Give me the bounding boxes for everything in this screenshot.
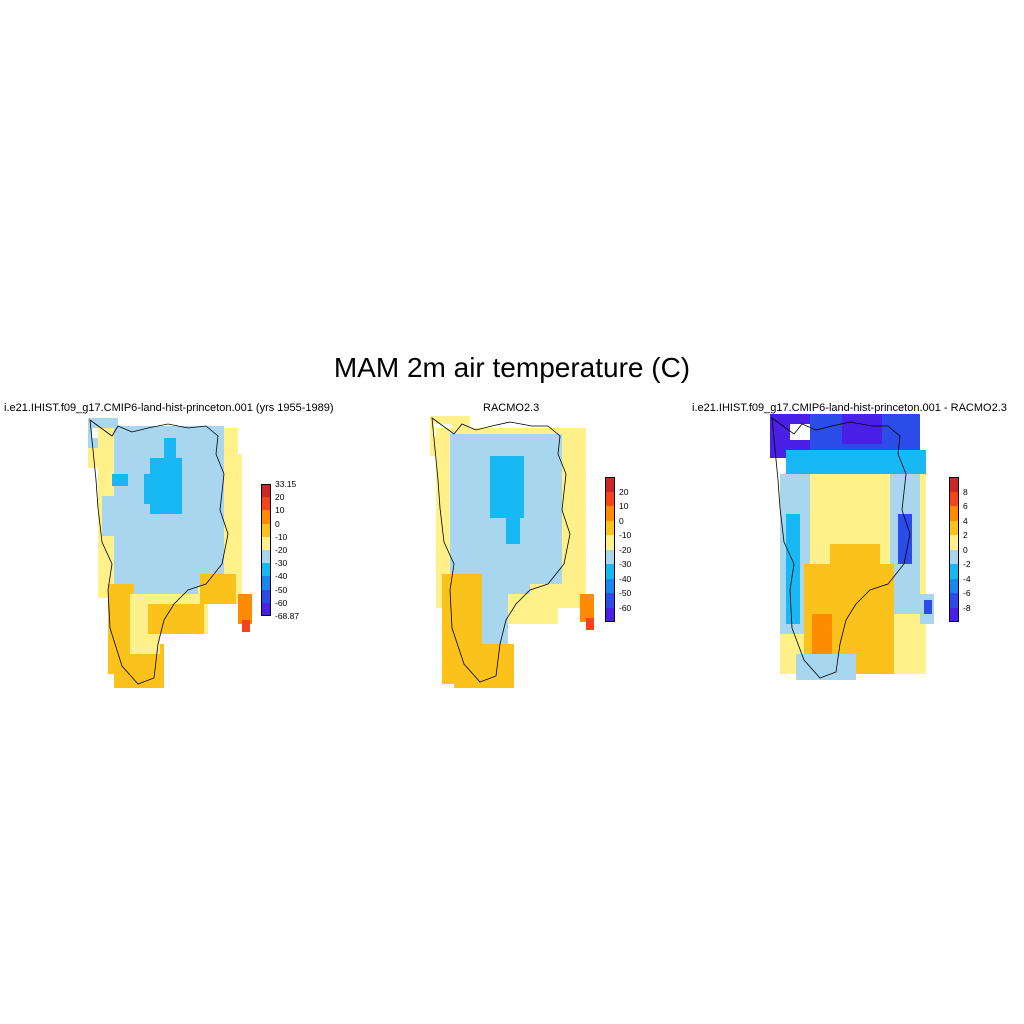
figure-title: MAM 2m air temperature (C) bbox=[333, 352, 691, 383]
colorbar-swatch bbox=[261, 602, 271, 616]
coastline bbox=[89, 419, 229, 685]
colorbar-tick-label: -10 bbox=[619, 530, 632, 540]
coastline bbox=[431, 417, 571, 683]
colorbar-swatch bbox=[605, 520, 615, 535]
panel-title-model: i.e21.IHIST.f09_g17.CMIP6-land-hist-prin… bbox=[4, 402, 334, 414]
colorbar-tick-label: -60 bbox=[619, 602, 632, 613]
colorbar-tick-label: -30 bbox=[619, 559, 632, 569]
colorbar-swatch bbox=[605, 549, 615, 564]
colorbar-racmo: -60 -50 -40 -30 -20 -10 0 10 20 bbox=[605, 477, 631, 622]
colorbar-tick-label: 6 bbox=[963, 501, 968, 511]
colorbar-swatch bbox=[949, 477, 959, 492]
colorbar-swatch bbox=[949, 520, 959, 535]
colorbar-swatch bbox=[605, 593, 615, 608]
colorbar-tick-label: 4 bbox=[963, 515, 968, 526]
colorbar-tick-label: 0 bbox=[619, 515, 624, 526]
greenland-map-model bbox=[88, 418, 252, 688]
colorbar-swatch bbox=[261, 523, 271, 537]
colorbar-swatch bbox=[949, 607, 959, 622]
colorbar-tick-label: 10 bbox=[619, 501, 629, 511]
panel-title-racmo: RACMO2.3 bbox=[483, 402, 540, 414]
colorbar-swatch bbox=[261, 536, 271, 550]
map-cells bbox=[770, 414, 934, 680]
colorbar-swatch bbox=[261, 550, 271, 564]
colorbar-swatch bbox=[605, 506, 615, 521]
colorbar-tick-label: -60 bbox=[275, 597, 288, 608]
map-cells bbox=[430, 416, 594, 688]
colorbar-tick-label: 8 bbox=[963, 486, 968, 497]
colorbar-tick-label: -20 bbox=[275, 545, 288, 555]
colorbar-tick-label: -40 bbox=[275, 571, 288, 582]
colorbar-tick-label: -20 bbox=[619, 544, 632, 555]
colorbar-tick-label: -30 bbox=[275, 558, 288, 569]
colorbar-tick-label: -68.87 bbox=[275, 611, 300, 621]
colorbar-swatch bbox=[261, 576, 271, 590]
colorbar-swatch bbox=[605, 535, 615, 550]
colorbar-swatch bbox=[605, 491, 615, 506]
colorbar-tick-label: -10 bbox=[275, 531, 288, 542]
colorbar-swatch bbox=[605, 564, 615, 579]
colorbar-swatch bbox=[261, 484, 271, 498]
colorbar-model: -68.87 -60 -50 -40 -30 -20 -10 0 10 20 33.15 bbox=[261, 479, 299, 621]
colorbar-tick-label: -2 bbox=[963, 559, 971, 569]
panel-title-diff: i.e21.IHIST.f09_g17.CMIP6-land-hist-prin… bbox=[692, 402, 1007, 414]
colorbar-swatch bbox=[261, 589, 271, 603]
colorbar-swatch bbox=[949, 578, 959, 593]
colorbar-swatch bbox=[949, 564, 959, 579]
colorbar-tick-label: -8 bbox=[963, 602, 971, 613]
colorbar-swatch bbox=[949, 535, 959, 550]
colorbar-swatch bbox=[605, 477, 615, 492]
colorbar-tick-label: 0 bbox=[963, 544, 968, 555]
colorbar-swatch bbox=[949, 593, 959, 608]
colorbar-tick-label: 33.15 bbox=[275, 479, 297, 489]
map-cells bbox=[88, 418, 252, 688]
colorbar-tick-label: -50 bbox=[275, 584, 288, 595]
colorbar-diff: -8 -6 -4 -2 0 2 4 6 8 bbox=[949, 477, 971, 622]
colorbar-swatch bbox=[605, 607, 615, 622]
colorbar-tick-label: 2 bbox=[963, 530, 968, 540]
colorbar-tick-label: 10 bbox=[275, 505, 285, 516]
coastline bbox=[771, 417, 911, 679]
colorbar-swatch bbox=[949, 506, 959, 521]
colorbar-swatch bbox=[605, 578, 615, 593]
colorbar-swatch bbox=[949, 549, 959, 564]
colorbar-swatch bbox=[949, 491, 959, 506]
colorbar-tick-label: 20 bbox=[619, 486, 629, 497]
colorbar-swatch bbox=[261, 497, 271, 511]
colorbar-tick-label: -50 bbox=[619, 588, 632, 598]
colorbar-swatch bbox=[261, 510, 271, 524]
colorbar-tick-label: -4 bbox=[963, 573, 971, 584]
colorbar-tick-label: -6 bbox=[963, 588, 971, 598]
colorbar-swatch bbox=[261, 563, 271, 577]
greenland-map-racmo bbox=[430, 416, 594, 688]
colorbar-tick-label: 0 bbox=[275, 518, 280, 529]
colorbar-tick-label: -40 bbox=[619, 573, 632, 584]
colorbar-tick-label: 20 bbox=[275, 492, 285, 503]
greenland-map-diff bbox=[770, 414, 934, 680]
